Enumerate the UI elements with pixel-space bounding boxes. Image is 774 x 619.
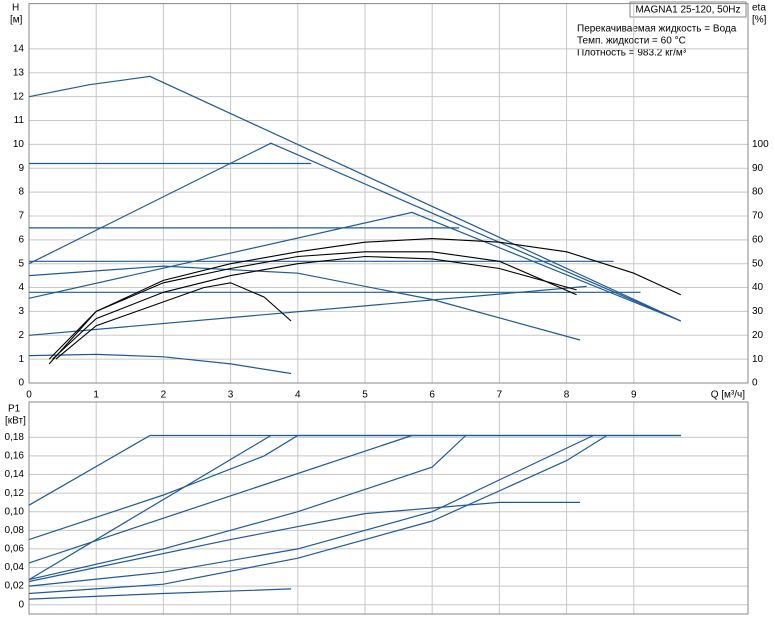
curve — [28, 75, 682, 322]
x-tick-label: 7 — [497, 390, 503, 401]
y-tick-label: 0,08 — [5, 525, 25, 536]
curve — [28, 211, 682, 322]
y-tick-label: 14 — [13, 44, 25, 55]
y-tick-label: 0,14 — [5, 469, 25, 480]
y-tick-label: 4 — [18, 282, 24, 293]
y2-tick-label: 100 — [752, 139, 769, 150]
annotation: Плотность = 983.2 кг/м³ — [577, 48, 687, 59]
plot-frame — [28, 3, 749, 384]
x-tick-label: 1 — [93, 390, 99, 401]
y-tick-label: 0,16 — [5, 451, 25, 462]
curve — [28, 353, 292, 375]
y2-tick-label: 60 — [752, 234, 764, 245]
y-tick-label: 2 — [18, 330, 24, 341]
annotation: Темп. жидкости = 60 °C — [577, 36, 686, 47]
curve — [28, 588, 292, 600]
curve — [28, 285, 587, 336]
y-axis-label: P1 — [8, 404, 21, 415]
curve — [28, 434, 608, 595]
y-axis-label: H — [12, 3, 19, 14]
plot-frame — [28, 401, 749, 615]
x-tick-label: 9 — [631, 390, 637, 401]
curve — [28, 501, 580, 583]
x-tick-label: 8 — [564, 390, 570, 401]
title-box — [629, 1, 747, 18]
y2-tick-label: 30 — [752, 306, 764, 317]
x-tick-label: 2 — [161, 390, 167, 401]
y2-tick-label: 80 — [752, 187, 764, 198]
y-tick-label: 7 — [18, 211, 24, 222]
curve — [28, 434, 594, 587]
x-tick-label: 6 — [429, 390, 435, 401]
annotation: Перекачиваемая жидкость = Вода — [577, 24, 737, 35]
curve — [28, 435, 467, 581]
efficiency-curve — [55, 282, 292, 360]
y2-tick-label: 50 — [752, 258, 764, 269]
y-tick-label: 1 — [18, 354, 24, 365]
efficiency-curve — [52, 255, 577, 360]
curve — [28, 434, 272, 581]
curve — [28, 434, 413, 564]
y-tick-label: 0,18 — [5, 432, 25, 443]
x-tick-label: 0 — [26, 390, 32, 401]
y2-tick-label: 20 — [752, 330, 764, 341]
efficiency-curve — [48, 238, 682, 365]
y2-tick-label: 40 — [752, 282, 764, 293]
y-tick-label: 11 — [14, 115, 25, 126]
y-tick-label: 12 — [13, 91, 25, 102]
y-tick-label: 6 — [18, 234, 24, 245]
x-tick-label: 3 — [228, 390, 234, 401]
y-axis-unit: [м] — [10, 15, 23, 26]
y-tick-label: 0,10 — [5, 506, 25, 517]
efficiency-curve — [48, 251, 577, 360]
y-tick-label: 13 — [13, 67, 25, 78]
x-tick-label: 5 — [362, 390, 368, 401]
y2-tick-label: 0 — [752, 378, 758, 389]
curve — [28, 265, 581, 341]
y-axis-unit: [кВт] — [5, 416, 26, 427]
y-tick-label: 3 — [18, 306, 24, 317]
y2-axis-unit: [%] — [752, 15, 767, 26]
y2-axis-label: eta — [752, 3, 766, 14]
y2-tick-label: 10 — [752, 354, 764, 365]
y-tick-label: 0 — [18, 378, 24, 389]
y2-tick-label: 90 — [752, 163, 764, 174]
y-tick-label: 9 — [18, 163, 24, 174]
x-axis-label: Q [м³/ч] — [711, 390, 746, 401]
y-tick-label: 0,04 — [5, 562, 25, 573]
y-tick-label: 5 — [18, 258, 24, 269]
y2-tick-label: 70 — [752, 211, 764, 222]
curve — [28, 434, 681, 541]
y-tick-label: 0 — [18, 599, 24, 610]
curve — [28, 142, 682, 322]
chart-title: MAGNA1 25-120, 50Hz — [635, 5, 740, 16]
y-tick-label: 0,02 — [5, 581, 25, 592]
curve — [28, 434, 681, 506]
y-tick-label: 0,06 — [5, 544, 25, 555]
x-tick-label: 4 — [295, 390, 301, 401]
y-tick-label: 8 — [18, 187, 24, 198]
y-tick-label: 0,12 — [5, 488, 25, 499]
y-tick-label: 10 — [13, 139, 25, 150]
